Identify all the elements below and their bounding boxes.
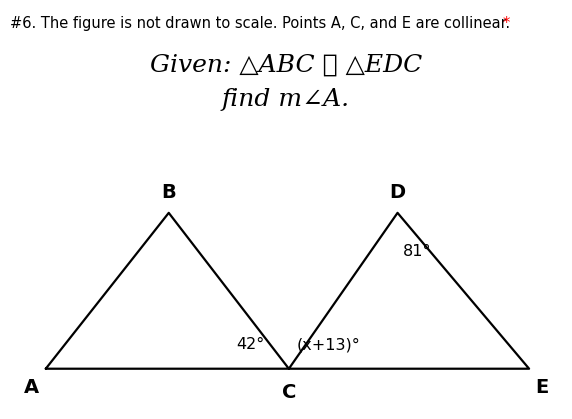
Text: #6. The figure is not drawn to scale. Points A, C, and E are collinear.: #6. The figure is not drawn to scale. Po… bbox=[10, 16, 510, 31]
Text: D: D bbox=[390, 183, 406, 202]
Text: C: C bbox=[281, 383, 296, 401]
Text: (x+13)°: (x+13)° bbox=[296, 337, 360, 352]
Text: 81°: 81° bbox=[403, 244, 432, 259]
Text: E: E bbox=[535, 378, 548, 396]
Text: Given: △ABC ≅ △EDC: Given: △ABC ≅ △EDC bbox=[150, 54, 422, 76]
Text: A: A bbox=[24, 378, 39, 396]
Text: 42°: 42° bbox=[236, 337, 264, 352]
Text: B: B bbox=[161, 183, 176, 202]
Text: *: * bbox=[502, 16, 510, 31]
Text: find m∠A.: find m∠A. bbox=[222, 88, 350, 111]
